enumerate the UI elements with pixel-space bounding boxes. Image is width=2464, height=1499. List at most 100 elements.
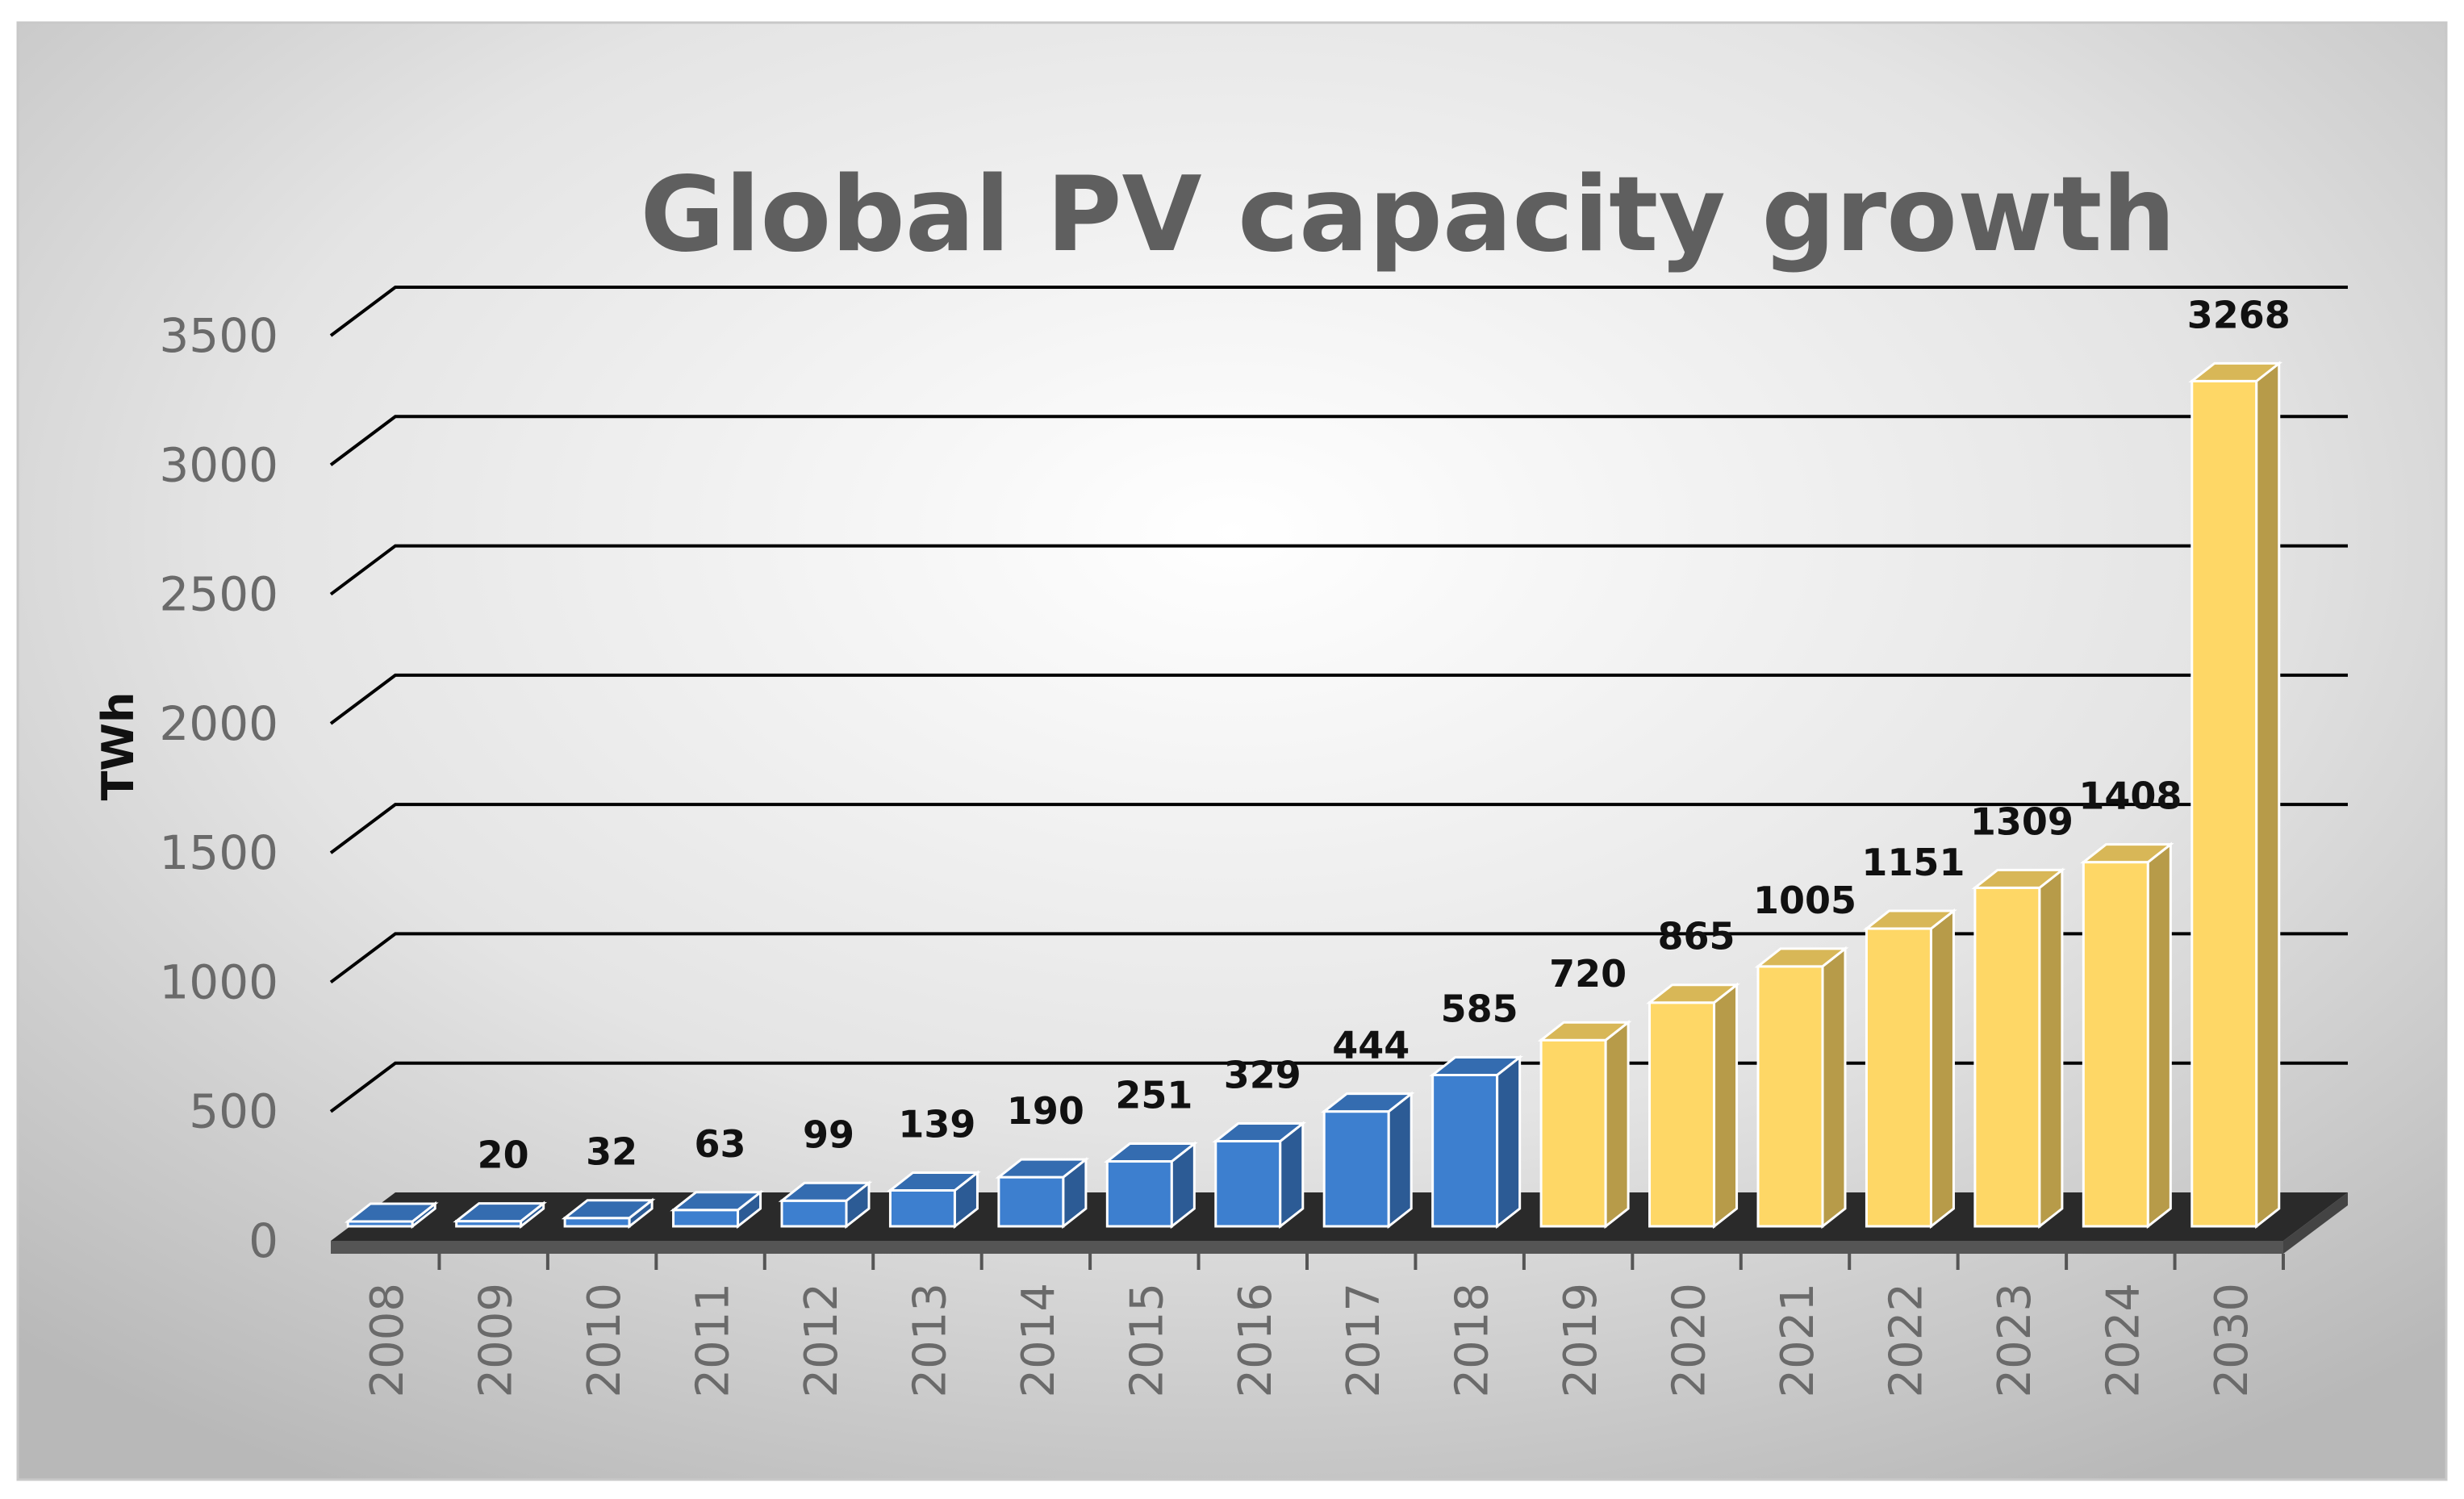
gridline — [329, 415, 2348, 466]
x-tick-label: 2017 — [1338, 1283, 1390, 1398]
gridline — [329, 803, 2348, 854]
data-label-2024: 1408 — [2078, 775, 2182, 818]
bar-side — [1821, 946, 1847, 1230]
data-label-2016: 329 — [1224, 1054, 1301, 1097]
y-tick-label: 3500 — [159, 308, 278, 363]
floor-front — [331, 1241, 2283, 1254]
bar-front — [1214, 1140, 1282, 1228]
y-tick-label: 500 — [189, 1084, 278, 1139]
bar-top — [453, 1202, 548, 1223]
x-tick-label: 2020 — [1664, 1283, 1716, 1398]
y-tick-label: 0 — [248, 1213, 278, 1268]
bar-side — [2038, 867, 2064, 1230]
bar-top — [887, 1171, 981, 1192]
bar-side — [2146, 841, 2172, 1230]
bar-2008 — [344, 1200, 439, 1230]
bar-top — [561, 1199, 656, 1220]
bar-side — [1387, 1091, 1413, 1230]
data-label-2020: 865 — [1658, 915, 1735, 958]
x-tick-label: 2008 — [361, 1283, 414, 1398]
data-label-2017: 444 — [1332, 1024, 1409, 1067]
bar-2024 — [2079, 841, 2174, 1230]
x-tick-label: 2014 — [1013, 1283, 1065, 1398]
gridline — [329, 286, 2348, 337]
x-tick-label: 2021 — [1772, 1283, 1824, 1398]
gridline — [329, 932, 2348, 984]
data-label-2030: 3268 — [2187, 293, 2291, 336]
data-label-2022: 1151 — [1861, 841, 1965, 884]
bar-top — [1754, 947, 1849, 968]
data-label-2011: 63 — [695, 1122, 746, 1166]
bar-top — [2079, 843, 2174, 864]
bar-top — [1429, 1055, 1524, 1076]
bar-2030 — [2188, 361, 2283, 1230]
bar-front — [1756, 965, 1824, 1228]
x-tick-label: 2024 — [2097, 1283, 2149, 1398]
data-label-2015: 251 — [1115, 1074, 1192, 1117]
y-tick-label: 1000 — [159, 954, 278, 1009]
data-label-2019: 720 — [1549, 952, 1627, 996]
bar-2011 — [670, 1189, 764, 1230]
bar-side — [1713, 982, 1739, 1230]
bar-top — [1863, 909, 1957, 930]
bar-side — [1496, 1054, 1522, 1230]
data-label-2013: 139 — [898, 1102, 975, 1146]
bar-top — [1103, 1142, 1198, 1163]
bar-2010 — [561, 1197, 656, 1230]
bar-top — [1646, 983, 1740, 1004]
bar-front — [2082, 861, 2149, 1228]
bar-2020 — [1646, 982, 1740, 1230]
bar-front — [1865, 927, 1932, 1228]
bar-2014 — [995, 1157, 1090, 1230]
x-tick-label: 2013 — [904, 1283, 956, 1398]
bar-front — [1105, 1160, 1173, 1228]
y-tick-label: 3000 — [159, 437, 278, 492]
bar-2022 — [1863, 908, 1957, 1230]
bar-front — [672, 1209, 740, 1228]
bar-front — [1322, 1110, 1390, 1228]
bar-2015 — [1103, 1141, 1198, 1230]
chart-title: Global PV capacity growth — [640, 155, 2175, 275]
y-axis-label: TWh — [93, 692, 144, 801]
data-label-2010: 32 — [586, 1130, 637, 1174]
bar-top — [1320, 1092, 1415, 1113]
x-tick-label: 2015 — [1121, 1283, 1173, 1398]
data-label-2023: 1309 — [1970, 800, 2074, 843]
bar-top — [2188, 361, 2283, 382]
bars — [344, 361, 2283, 1230]
x-tick-label: 2010 — [578, 1283, 631, 1398]
x-tick-label: 2018 — [1447, 1283, 1499, 1398]
floor-side — [2283, 1192, 2348, 1254]
data-label-2012: 99 — [803, 1113, 854, 1156]
x-tick-label: 2016 — [1230, 1283, 1282, 1398]
x-tick-label: 2012 — [796, 1283, 848, 1398]
bar-front — [2190, 379, 2258, 1228]
bar-front — [1648, 1001, 1716, 1228]
bar-2016 — [1212, 1121, 1307, 1230]
y-tick-label: 2500 — [159, 567, 278, 622]
bar-front — [563, 1217, 631, 1228]
x-axis-ticks: 2008 2009 2010 2011 2012 2013 2014 2015 2016 2017… — [361, 1254, 2285, 1398]
bar-front — [1973, 886, 2041, 1228]
x-tick-label: 2023 — [1989, 1283, 2041, 1398]
bar-2023 — [1971, 867, 2066, 1230]
bar-2013 — [887, 1170, 981, 1230]
bar-top — [995, 1158, 1090, 1179]
gridline — [329, 544, 2348, 596]
bar-top — [1212, 1122, 1307, 1143]
bar-front — [1431, 1073, 1499, 1228]
bar-2017 — [1320, 1091, 1415, 1230]
bar-side — [1929, 908, 1955, 1230]
bar-top — [1971, 868, 2066, 889]
bar-side — [1604, 1020, 1630, 1230]
bar-2021 — [1754, 946, 1849, 1230]
x-tick-label: 2009 — [470, 1283, 523, 1398]
data-label-2018: 585 — [1441, 987, 1518, 1030]
bar-top — [1537, 1021, 1632, 1042]
bar-front — [1539, 1038, 1607, 1228]
bar-2009 — [453, 1200, 548, 1230]
bar-front — [888, 1188, 956, 1228]
gridline — [329, 673, 2348, 725]
x-tick-label: 2022 — [1880, 1283, 1932, 1398]
